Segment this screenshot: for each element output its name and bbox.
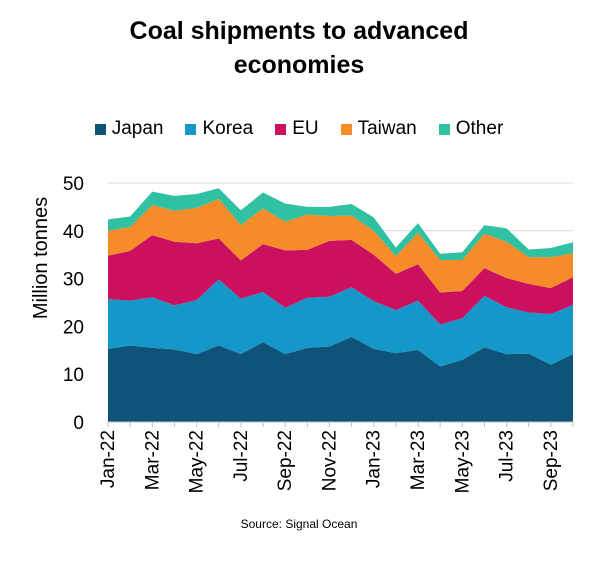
x-tick-label: Jan-23	[364, 430, 385, 488]
x-tick-label: Sep-22	[275, 430, 296, 491]
y-tick-label: 30	[63, 270, 84, 291]
legend-swatch	[275, 123, 287, 135]
x-tick-label: Mar-23	[408, 430, 429, 490]
y-tick-label: 20	[63, 317, 84, 338]
legend-item-other: Other	[438, 118, 504, 140]
area-korea	[108, 279, 573, 367]
x-tick-label: Mar-22	[142, 430, 163, 490]
y-tick-label: 50	[63, 174, 84, 195]
legend-swatch	[94, 123, 106, 135]
legend-swatch	[185, 123, 197, 135]
chart-title: Coal shipments to advanced economies	[0, 14, 598, 82]
legend-label: Taiwan	[357, 118, 417, 139]
y-tick-label: 10	[63, 365, 84, 386]
y-tick-label: 0	[73, 413, 84, 434]
legend-item-eu: EU	[275, 118, 319, 140]
x-tick-label: May-22	[187, 430, 208, 493]
x-tick-label: Jul-22	[231, 430, 252, 482]
legend-item-japan: Japan	[94, 118, 164, 140]
legend-item-taiwan: Taiwan	[340, 118, 417, 140]
legend-item-korea: Korea	[185, 118, 253, 140]
legend-label: Japan	[111, 118, 164, 139]
chart-legend: Japan Korea EU Taiwan Other	[0, 118, 598, 140]
legend-label: EU	[292, 118, 319, 139]
legend-label: Korea	[202, 118, 254, 139]
x-tick-label: May-23	[452, 430, 473, 493]
y-axis-label: Million tonnes	[30, 197, 52, 319]
x-tick-label: Jul-23	[497, 430, 518, 482]
legend-label: Other	[455, 118, 504, 139]
legend-swatch	[340, 123, 352, 135]
chart-title-line-2: economies	[233, 51, 365, 79]
source-note: Source: Signal Ocean	[240, 517, 358, 531]
chart-plot: 0 10 20 30 40 50 Jan-22 Mar-22 May-22 Jul-22 Sep-2…	[30, 174, 574, 493]
area-japan	[108, 336, 573, 422]
legend-swatch	[438, 123, 450, 135]
area-taiwan	[108, 198, 573, 293]
area-eu	[108, 235, 573, 325]
chart-title-line-1: Coal shipments to advanced	[129, 17, 469, 45]
x-tick-label: Sep-23	[541, 430, 562, 491]
x-tick-label: Jan-22	[98, 430, 119, 488]
area-other	[108, 188, 573, 260]
y-tick-label: 40	[63, 222, 84, 243]
x-tick-label: Nov-22	[319, 430, 340, 491]
